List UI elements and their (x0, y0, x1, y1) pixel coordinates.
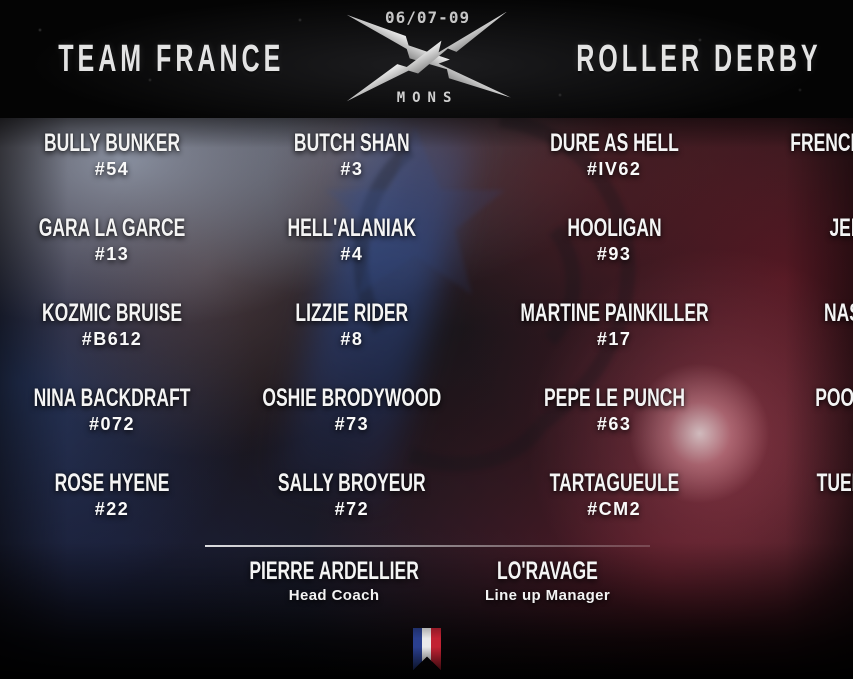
staff-role: Line up Manager (484, 587, 611, 604)
player-cell: SALLY BROYEUR #72 (224, 461, 480, 546)
player-name: TARTAGUEULE (549, 469, 679, 497)
player-cell: NASTY NURSE#7 (749, 291, 853, 376)
player-cell: MARTINE PAINKILLER #17 (480, 291, 749, 376)
player-name: BUTCH SHAN (293, 129, 410, 157)
player-number: #13 (94, 244, 130, 264)
player-name: GARA LA GARCE (38, 214, 186, 242)
player-cell: LIZZIE RIDER #8 (224, 291, 480, 376)
player-number: #IV62 (586, 159, 642, 179)
player-name: NASTY NURSE (823, 299, 853, 327)
photo-vignette (0, 108, 853, 679)
player-cell: ROSE HYENE #22 (0, 461, 224, 546)
player-cell: TUERICULTRICE#1331 (749, 461, 853, 546)
player-cell: DURE AS HELL #IV62 (480, 121, 749, 206)
player-number: #63 (596, 414, 632, 434)
player-number: #1331 (749, 499, 853, 520)
staff-divider (205, 545, 650, 547)
player-cell: GARA LA GARCE #13 (0, 206, 224, 291)
player-name: PEPE LE PUNCH (543, 384, 685, 412)
player-name: MARTINE PAINKILLER (519, 299, 709, 327)
player-grid: BULLY BUNKER #54 BUTCH SHAN #3 DURE AS HEL… (0, 121, 853, 546)
player-number: #93 (596, 244, 632, 264)
event-date: 06/07-09 (385, 8, 471, 27)
player-cell: PEPE LE PUNCH #63 (480, 376, 749, 461)
player-name: DURE AS HELL (549, 129, 679, 157)
staff-row: PIERRE ARDELLIER Head Coach LO'RAVAGE Li… (213, 557, 640, 604)
player-number: #1789 (749, 159, 853, 180)
staff-cell: LO'RAVAGE Line up Manager (455, 557, 640, 604)
player-cell: POOKY BALBOA#HK13 (749, 376, 853, 461)
player-cell: OSHIE BRODYWOOD #73 (224, 376, 480, 461)
player-number: #8 (340, 329, 364, 349)
player-number: #HK13 (749, 414, 853, 435)
player-name: OSHIE BRODYWOOD (262, 384, 442, 412)
staff-cell: PIERRE ARDELLIER Head Coach (213, 557, 455, 604)
header-center: 06/07-09 MONS (343, 0, 513, 118)
player-name: JENNA CROS (829, 214, 853, 242)
player-number: #73 (334, 414, 370, 434)
player-number: #72 (334, 499, 370, 519)
header: TEAM FRANCE 06/07-09 MONS ROLLER DE (0, 0, 853, 118)
player-cell: FRENCH REVOLUTION#1789 (749, 121, 853, 206)
player-name: ROSE HYENE (54, 469, 170, 497)
player-name: FRENCH REVOLUTION (789, 129, 853, 157)
player-cell: TARTAGUEULE #CM2 (480, 461, 749, 546)
player-name: KOZMIC BRUISE (42, 299, 183, 327)
event-city: MONS (396, 90, 459, 106)
player-name: LIZZIE RIDER (295, 299, 409, 327)
player-number: #12 (749, 244, 853, 265)
player-number: #CM2 (587, 499, 642, 519)
player-number: #3 (340, 159, 364, 179)
title-team-france: TEAM FRANCE (58, 37, 285, 80)
player-name: BULLY BUNKER (43, 129, 181, 157)
lightning-x-icon (346, 12, 511, 102)
player-number: #7 (749, 329, 853, 350)
player-name: POOKY BALBOA (814, 384, 853, 412)
player-name: SALLY BROYEUR (277, 469, 426, 497)
player-cell: NINA BACKDRAFT #072 (0, 376, 224, 461)
player-cell: KOZMIC BRUISE #B612 (0, 291, 224, 376)
player-cell: HOOLIGAN #93 (480, 206, 749, 291)
player-number: #B612 (81, 329, 143, 349)
player-cell: BUTCH SHAN #3 (224, 121, 480, 206)
staff-name: LO'RAVAGE (497, 557, 598, 585)
player-name: HELL'ALANIAK (287, 214, 417, 242)
staff-name: PIERRE ARDELLIER (249, 557, 419, 585)
player-number: #17 (596, 329, 632, 349)
title-roller-derby: ROLLER DERBY (575, 37, 822, 80)
player-number: #4 (340, 244, 364, 264)
player-number: #54 (94, 159, 130, 179)
player-name: NINA BACKDRAFT (33, 384, 191, 412)
player-cell: HELL'ALANIAK #4 (224, 206, 480, 291)
player-cell: BULLY BUNKER #54 (0, 121, 224, 206)
player-name: TUERICULTRICE (816, 469, 853, 497)
player-number: #22 (94, 499, 130, 519)
player-number: #072 (89, 414, 136, 434)
staff-role: Head Coach (288, 587, 380, 604)
player-name: HOOLIGAN (566, 214, 662, 242)
player-cell: JENNA CROS#12 (749, 206, 853, 291)
